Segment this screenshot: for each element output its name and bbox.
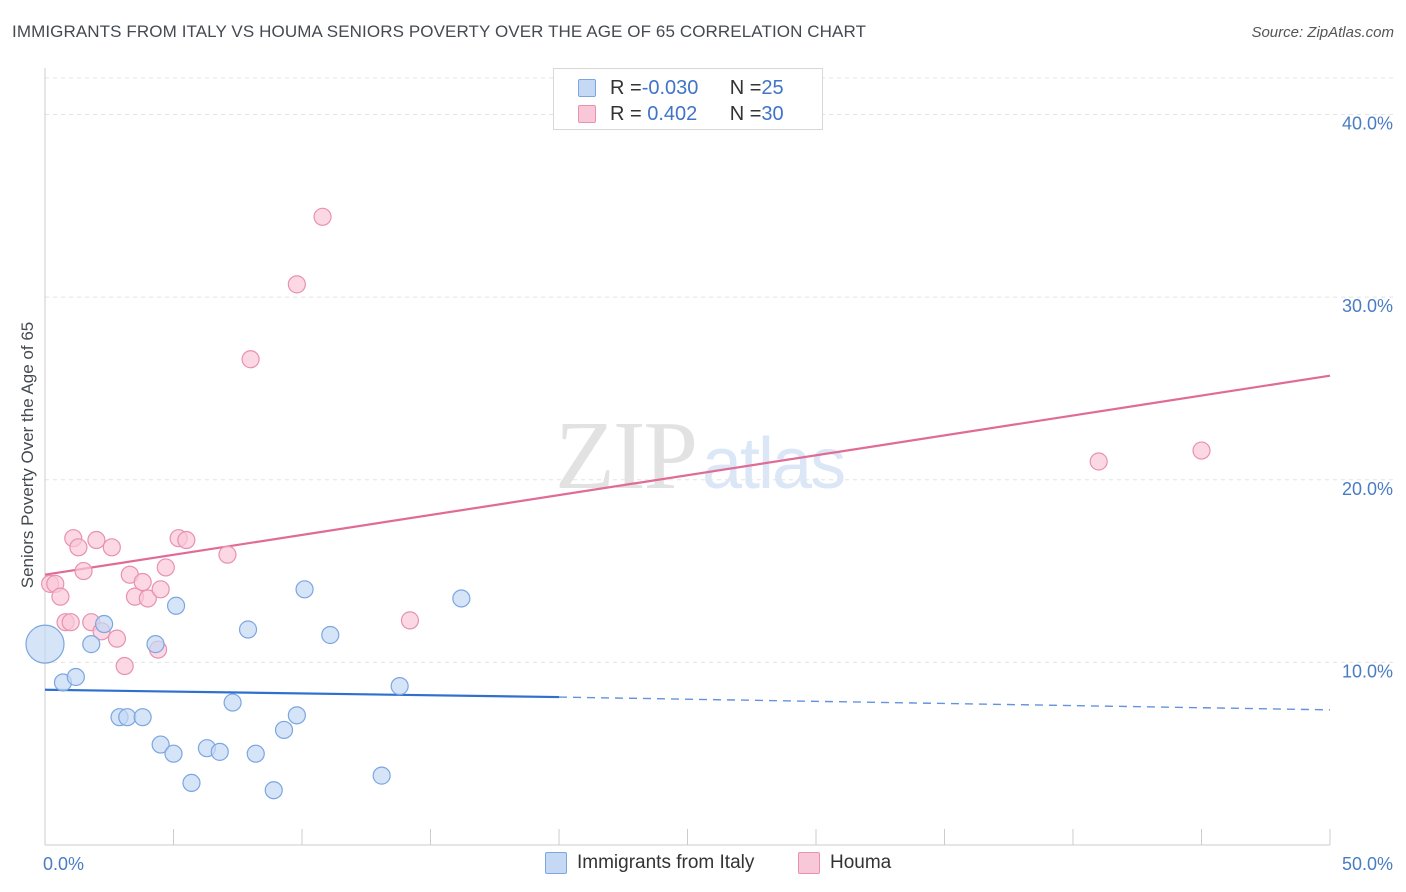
houma-point-29: [1192, 441, 1211, 460]
series-swatch-italy: [545, 852, 567, 874]
italy-point-10: [164, 744, 183, 763]
trend-line-italy-extrapolated: [558, 696, 1331, 711]
axes: [44, 68, 1331, 846]
italy-point-17: [246, 744, 265, 763]
y-tick-label-0: 10.0%: [1342, 661, 1393, 681]
italy-point-22: [321, 625, 340, 645]
legend-n-value: 25: [761, 76, 784, 99]
legend-r-label: R =: [610, 102, 642, 125]
x-tick-label-0: 0.0%: [43, 854, 84, 874]
series-legend-italy: Immigrants from Italy: [545, 852, 754, 874]
correlation-legend: R = -0.030 N = 25 R = 0.402 N = 30: [553, 68, 823, 130]
houma-point-7: [74, 561, 93, 581]
tick-labels: 10.0% 20.0% 30.0% 40.0% 0.0% 50.0%: [43, 114, 1393, 874]
houma-point-12: [107, 629, 127, 648]
series-label-italy: Immigrants from Italy: [577, 852, 755, 873]
italy-point-24: [390, 677, 409, 696]
houma-point-19: [151, 580, 170, 599]
y-tick-label-3: 40.0%: [1342, 114, 1393, 134]
houma-point-28: [1089, 452, 1108, 471]
italy-point-15: [223, 693, 242, 712]
legend-row-italy: R = -0.030 N = 25: [578, 76, 784, 100]
chart-title: IMMIGRANTS FROM ITALY VS HOUMA SENIORS P…: [12, 22, 867, 41]
trend-line-italy: [44, 688, 560, 699]
houma-point-13: [115, 656, 134, 676]
italy-point-6: [118, 708, 137, 727]
series-swatch-houma: [798, 852, 820, 874]
x-tick-label-1: 50.0%: [1342, 854, 1393, 874]
italy-point-20: [287, 706, 306, 725]
italy-point-23: [372, 766, 391, 785]
italy-point-2: [66, 667, 85, 687]
italy-point-0: [25, 624, 65, 664]
legend-r-value: -0.030: [641, 76, 699, 99]
houma-point-26: [313, 207, 332, 226]
italy-point-18: [264, 781, 283, 800]
houma-point-16: [133, 572, 152, 592]
italy-point-16: [238, 620, 258, 639]
series-legend: Immigrants from Italy Houma: [0, 852, 1406, 878]
italy-point-19: [274, 720, 294, 740]
houma-point-2: [51, 587, 70, 606]
watermark-atlas: atlas: [702, 424, 846, 504]
houma-point-9: [87, 530, 106, 550]
legend-swatch-italy: [578, 79, 596, 97]
y-tick-label-1: 20.0%: [1342, 479, 1393, 499]
italy-point-8: [146, 635, 165, 654]
legend-n-label: N =: [729, 76, 762, 99]
italy-point-21: [295, 580, 314, 599]
legend-r-value: 0.402: [641, 102, 698, 125]
trend-lines: [44, 374, 1331, 711]
series-label-houma: Houma: [830, 852, 892, 873]
y-tick-label-2: 30.0%: [1342, 296, 1393, 316]
italy-point-7: [133, 708, 152, 727]
houma-point-25: [287, 275, 306, 294]
houma-point-11: [102, 538, 121, 557]
legend-r-label: R =: [610, 76, 642, 99]
italy-point-25: [452, 589, 471, 608]
italy-point-11: [166, 596, 186, 615]
legend-n-label: N =: [729, 102, 762, 125]
italy-point-14: [210, 742, 229, 761]
italy-point-3: [82, 635, 101, 654]
italy-point-12: [182, 773, 201, 793]
series-legend-houma: Houma: [798, 852, 891, 874]
houma-point-17: [138, 589, 157, 608]
houma-point-22: [177, 530, 196, 550]
legend-n-value: 30: [761, 102, 784, 125]
italy-point-9: [151, 735, 170, 754]
legend-swatch-houma: [578, 105, 596, 123]
houma-point-6: [69, 538, 88, 557]
data-points: [25, 207, 1211, 800]
houma-point-23: [218, 545, 237, 564]
source-credit: Source: ZipAtlas.com: [1251, 24, 1394, 41]
houma-point-24: [241, 350, 260, 369]
houma-point-4: [61, 613, 80, 632]
houma-point-20: [156, 558, 175, 577]
legend-row-houma: R = 0.402 N = 30: [578, 102, 784, 126]
trend-line-houma: [44, 374, 1331, 576]
houma-point-27: [400, 611, 420, 630]
grid-lines: [45, 77, 1395, 663]
italy-point-4: [95, 614, 114, 634]
